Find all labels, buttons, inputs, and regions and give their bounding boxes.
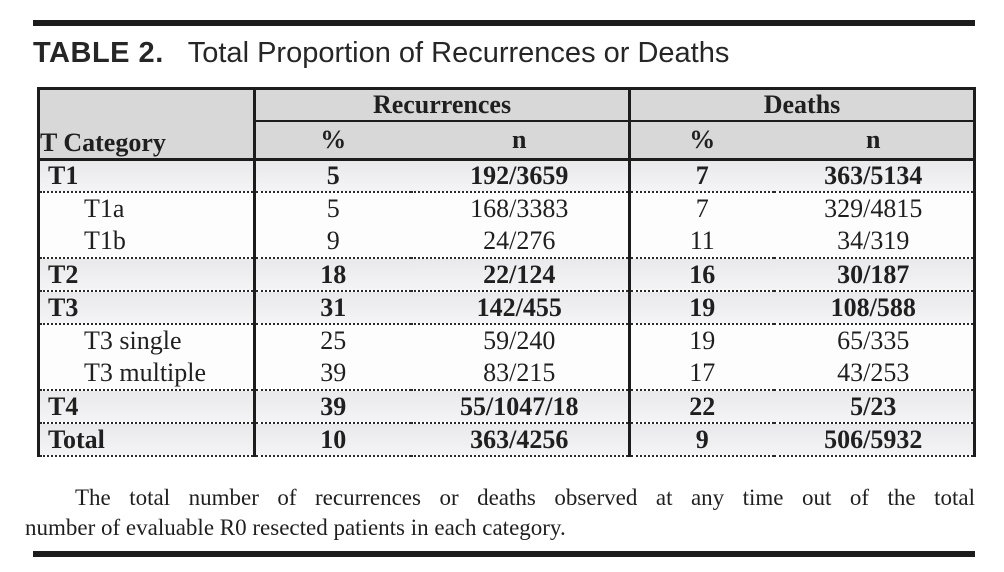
table-row: T2 18 22/124 16 30/187	[38, 258, 975, 292]
recurrences-percent: 18	[253, 258, 411, 292]
row-category: T4	[38, 390, 255, 424]
column-header-deaths-percent: %	[628, 121, 774, 161]
footnote-line-2: number of evaluable R0 resected patients…	[25, 515, 566, 540]
table-row: T1a 5 168/3383 7 329/4815	[38, 192, 975, 225]
recurrences-percent: 39	[253, 390, 411, 424]
recurrences-n: 142/455	[410, 291, 630, 325]
table-title-text: Total Proportion of Recurrences or Death…	[187, 37, 730, 69]
data-table: T Category Recurrences Deaths % n % n T1…	[37, 87, 976, 457]
recurrences-n: 24/276	[410, 225, 630, 259]
deaths-n: 363/5134	[773, 159, 975, 193]
recurrences-percent: 5	[253, 159, 411, 193]
table-row: T3 single 25 59/240 19 65/335	[38, 324, 975, 357]
deaths-n: 30/187	[773, 258, 975, 292]
recurrences-percent: 31	[253, 291, 411, 325]
deaths-percent: 17	[628, 357, 774, 391]
recurrences-n: 59/240	[410, 324, 630, 357]
sub-header-row: % n % n	[39, 121, 975, 161]
column-header-t-category: T Category	[38, 88, 255, 161]
table-row: T1 5 192/3659 7 363/5134	[38, 159, 975, 193]
table-row: T3 31 142/455 19 108/588	[38, 291, 975, 325]
table-footnote: The total number of recurrences or death…	[25, 483, 975, 543]
table-row: T1b 9 24/276 11 34/319	[38, 225, 975, 259]
deaths-n: 34/319	[773, 225, 975, 259]
table-title: TABLE 2. Total Proportion of Recurrences …	[33, 37, 729, 70]
table-row: Total 10 363/4256 9 506/5932	[38, 423, 975, 457]
deaths-n: 329/4815	[773, 192, 975, 225]
deaths-n: 43/253	[773, 357, 975, 391]
deaths-percent: 7	[628, 159, 774, 193]
row-category: T3 multiple	[38, 357, 255, 391]
recurrences-n: 55/1047/18	[410, 390, 630, 424]
row-category: T3	[38, 291, 255, 325]
table-header: T Category Recurrences Deaths % n % n	[38, 88, 975, 161]
deaths-n: 5/23	[773, 390, 975, 424]
table-number-label: TABLE 2.	[33, 37, 164, 69]
recurrences-n: 22/124	[410, 258, 630, 292]
recurrences-percent: 5	[253, 192, 411, 225]
deaths-percent: 16	[628, 258, 774, 292]
deaths-percent: 19	[628, 324, 774, 357]
deaths-n: 65/335	[773, 324, 975, 357]
row-category: T1	[38, 159, 255, 193]
row-category: Total	[38, 423, 255, 457]
recurrences-percent: 25	[253, 324, 411, 357]
recurrences-percent: 9	[253, 225, 411, 259]
column-header-recurrences-n: n	[410, 121, 630, 161]
deaths-percent: 11	[628, 225, 774, 259]
deaths-percent: 9	[628, 423, 774, 457]
deaths-percent: 22	[628, 390, 774, 424]
group-header-row: T Category Recurrences Deaths	[38, 88, 975, 161]
row-category: T2	[38, 258, 255, 292]
column-header-recurrences-percent: %	[253, 121, 411, 161]
row-category: T1a	[38, 192, 255, 225]
table-row: T4 39 55/1047/18 22 5/23	[38, 390, 975, 424]
deaths-n: 506/5932	[773, 423, 975, 457]
recurrences-n: 363/4256	[410, 423, 630, 457]
column-header-deaths-n: n	[773, 121, 975, 161]
column-group-deaths: Deaths	[628, 88, 975, 122]
recurrences-percent: 39	[253, 357, 411, 391]
recurrences-n: 168/3383	[410, 192, 630, 225]
deaths-percent: 7	[628, 192, 774, 225]
row-category: T3 single	[38, 324, 255, 357]
footnote-line-1: The total number of recurrences or death…	[75, 485, 975, 510]
row-category: T1b	[38, 225, 255, 259]
recurrences-n: 83/215	[410, 357, 630, 391]
recurrences-n: 192/3659	[410, 159, 630, 193]
table-body: T1 5 192/3659 7 363/5134 T1a 5 168/3383 7 329/481…	[38, 159, 975, 457]
deaths-n: 108/588	[773, 291, 975, 325]
table-row: T3 multiple 39 83/215 17 43/253	[38, 357, 975, 391]
top-rule	[33, 20, 975, 26]
bottom-rule	[33, 551, 975, 557]
recurrences-percent: 10	[253, 423, 411, 457]
column-group-recurrences: Recurrences	[253, 88, 630, 122]
deaths-percent: 19	[628, 291, 774, 325]
